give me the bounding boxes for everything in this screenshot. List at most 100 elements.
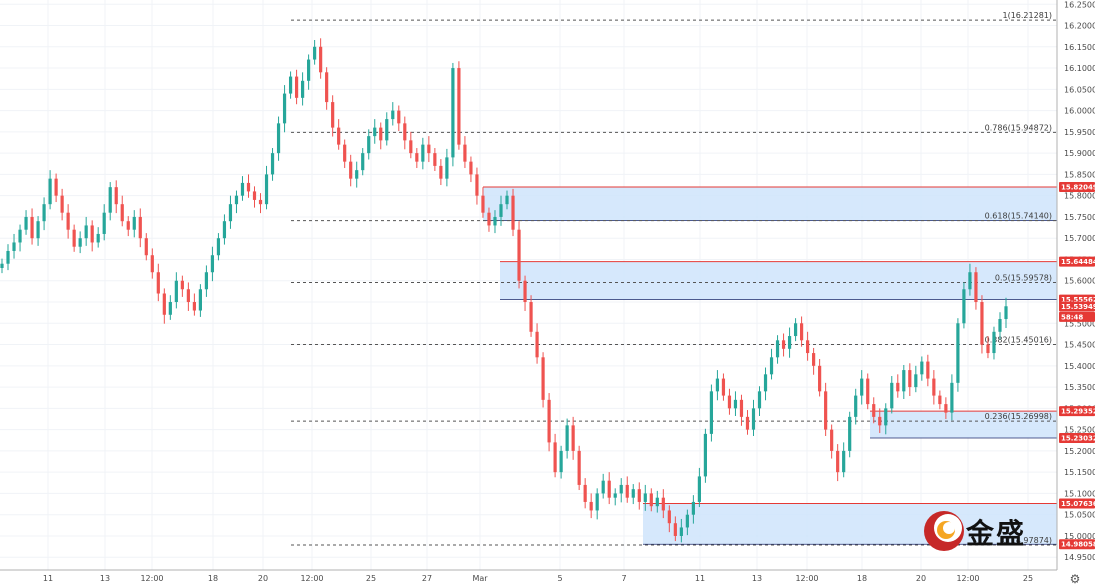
candle-body: [920, 361, 924, 375]
logo-emblem-icon: [924, 511, 964, 551]
candle-body: [673, 523, 677, 536]
highlight-zones: [483, 186, 1057, 545]
gear-icon[interactable]: ⚙: [1069, 572, 1081, 586]
candle-body: [571, 425, 575, 451]
price-tag: [1059, 301, 1095, 312]
candle-body: [180, 280, 184, 290]
candle-body: [96, 233, 100, 243]
candle-body: [264, 174, 269, 205]
candle-body: [258, 199, 263, 205]
candle-body: [276, 123, 281, 154]
candle-body: [282, 93, 287, 124]
candle-body: [174, 280, 178, 303]
candle-body: [343, 144, 347, 162]
x-tick-label: 12:00: [300, 574, 323, 583]
candle-body: [854, 395, 858, 417]
candle-body: [685, 514, 689, 528]
candle-body: [463, 144, 467, 162]
y-tick-label: 15.70000: [1064, 234, 1095, 243]
price-tag: [1059, 406, 1095, 417]
candle-body: [42, 204, 46, 222]
candle-body: [842, 450, 846, 473]
candle-body: [270, 153, 275, 175]
candle-body: [288, 76, 293, 94]
y-tick-label: 15.00000: [1064, 532, 1095, 541]
highlight-zone: [643, 503, 1057, 545]
candle-body: [379, 127, 383, 141]
candle-body: [745, 416, 750, 430]
y-tick-label: 15.10000: [1064, 489, 1095, 498]
candle-body: [294, 76, 299, 98]
candle-body: [866, 378, 870, 405]
y-tick-label: 16.10000: [1064, 64, 1095, 73]
y-tick-label: 15.45000: [1064, 341, 1095, 350]
candle-body: [848, 416, 852, 451]
candle-body: [932, 378, 936, 396]
x-tick-label: 25: [366, 574, 376, 583]
candle-body: [607, 480, 611, 498]
price-tag-label: 15.29352: [1061, 408, 1095, 416]
candle-body: [799, 323, 804, 341]
x-tick-label: 18: [208, 574, 218, 583]
fib-label: 0.786(15.94872): [985, 123, 1052, 132]
candle-body: [144, 238, 148, 256]
candle-body: [481, 195, 485, 213]
candle-body: [234, 195, 239, 205]
candle-body: [757, 391, 762, 409]
candle-body: [120, 204, 124, 222]
fib-label: 0.5(15.59578): [995, 274, 1052, 283]
candle-body: [90, 225, 94, 243]
candle-body: [944, 404, 948, 413]
price-tag-label: 15.82049: [1061, 183, 1095, 191]
candle-body: [968, 272, 972, 290]
price-axis[interactable]: 16.25000 16.20000 16.15000 16.10000 16.05000…: [1056, 0, 1095, 570]
candle-body: [619, 484, 623, 494]
candle-body: [337, 127, 341, 145]
price-tag: [1059, 539, 1095, 550]
candlestick-series: [0, 38, 1008, 543]
candle-body: [980, 302, 984, 345]
candle-body: [228, 204, 233, 222]
fib-label: 0.236(15.26998): [985, 412, 1052, 421]
candle-body: [186, 289, 190, 303]
x-tick-label: 12:00: [956, 574, 979, 583]
price-tag: [1059, 432, 1095, 443]
candle-body: [950, 382, 954, 413]
candle-body: [222, 221, 227, 239]
candle-body: [511, 195, 515, 230]
y-tick-label: 15.75000: [1064, 213, 1095, 222]
candle-body: [331, 102, 335, 128]
y-tick-label: 15.25000: [1064, 426, 1095, 435]
candle-body: [114, 187, 118, 205]
y-tick-label: 14.95000: [1064, 553, 1095, 562]
candle-body: [150, 255, 154, 273]
y-tick-label: 15.40000: [1064, 362, 1095, 371]
y-tick-label: 15.85000: [1064, 170, 1095, 179]
highlight-zone: [500, 261, 1057, 300]
candle-body: [956, 323, 960, 383]
candle-body: [523, 280, 527, 303]
candle-body: [391, 110, 395, 120]
candle-body: [246, 182, 251, 192]
x-tick-label: 11: [695, 574, 705, 583]
candle-body: [637, 489, 641, 502]
x-tick-label: 5: [557, 574, 562, 583]
price-tag: [1059, 311, 1095, 322]
candle-body: [12, 242, 16, 251]
candle-body: [529, 302, 533, 332]
time-axis[interactable]: 11 13 12:00 18 20 12:00 25 27 Mar 5 7 11 13 12:00 18 20…: [0, 569, 1057, 583]
candle-body: [691, 501, 695, 515]
candle-body: [493, 216, 497, 226]
candle-body: [793, 323, 798, 337]
candle-body: [1004, 306, 1008, 320]
candle-body: [643, 493, 647, 502]
y-tick-label: 15.05000: [1064, 511, 1095, 520]
candle-body: [715, 378, 720, 392]
fibonacci-levels: 1(16.21281) 0.786(15.94872) 0.618(15.74140…: [291, 11, 1057, 546]
candle-body: [878, 416, 882, 426]
price-tag: [1059, 498, 1095, 509]
candle-body: [78, 238, 82, 247]
candle-body: [24, 216, 28, 230]
candle-body: [54, 178, 58, 196]
